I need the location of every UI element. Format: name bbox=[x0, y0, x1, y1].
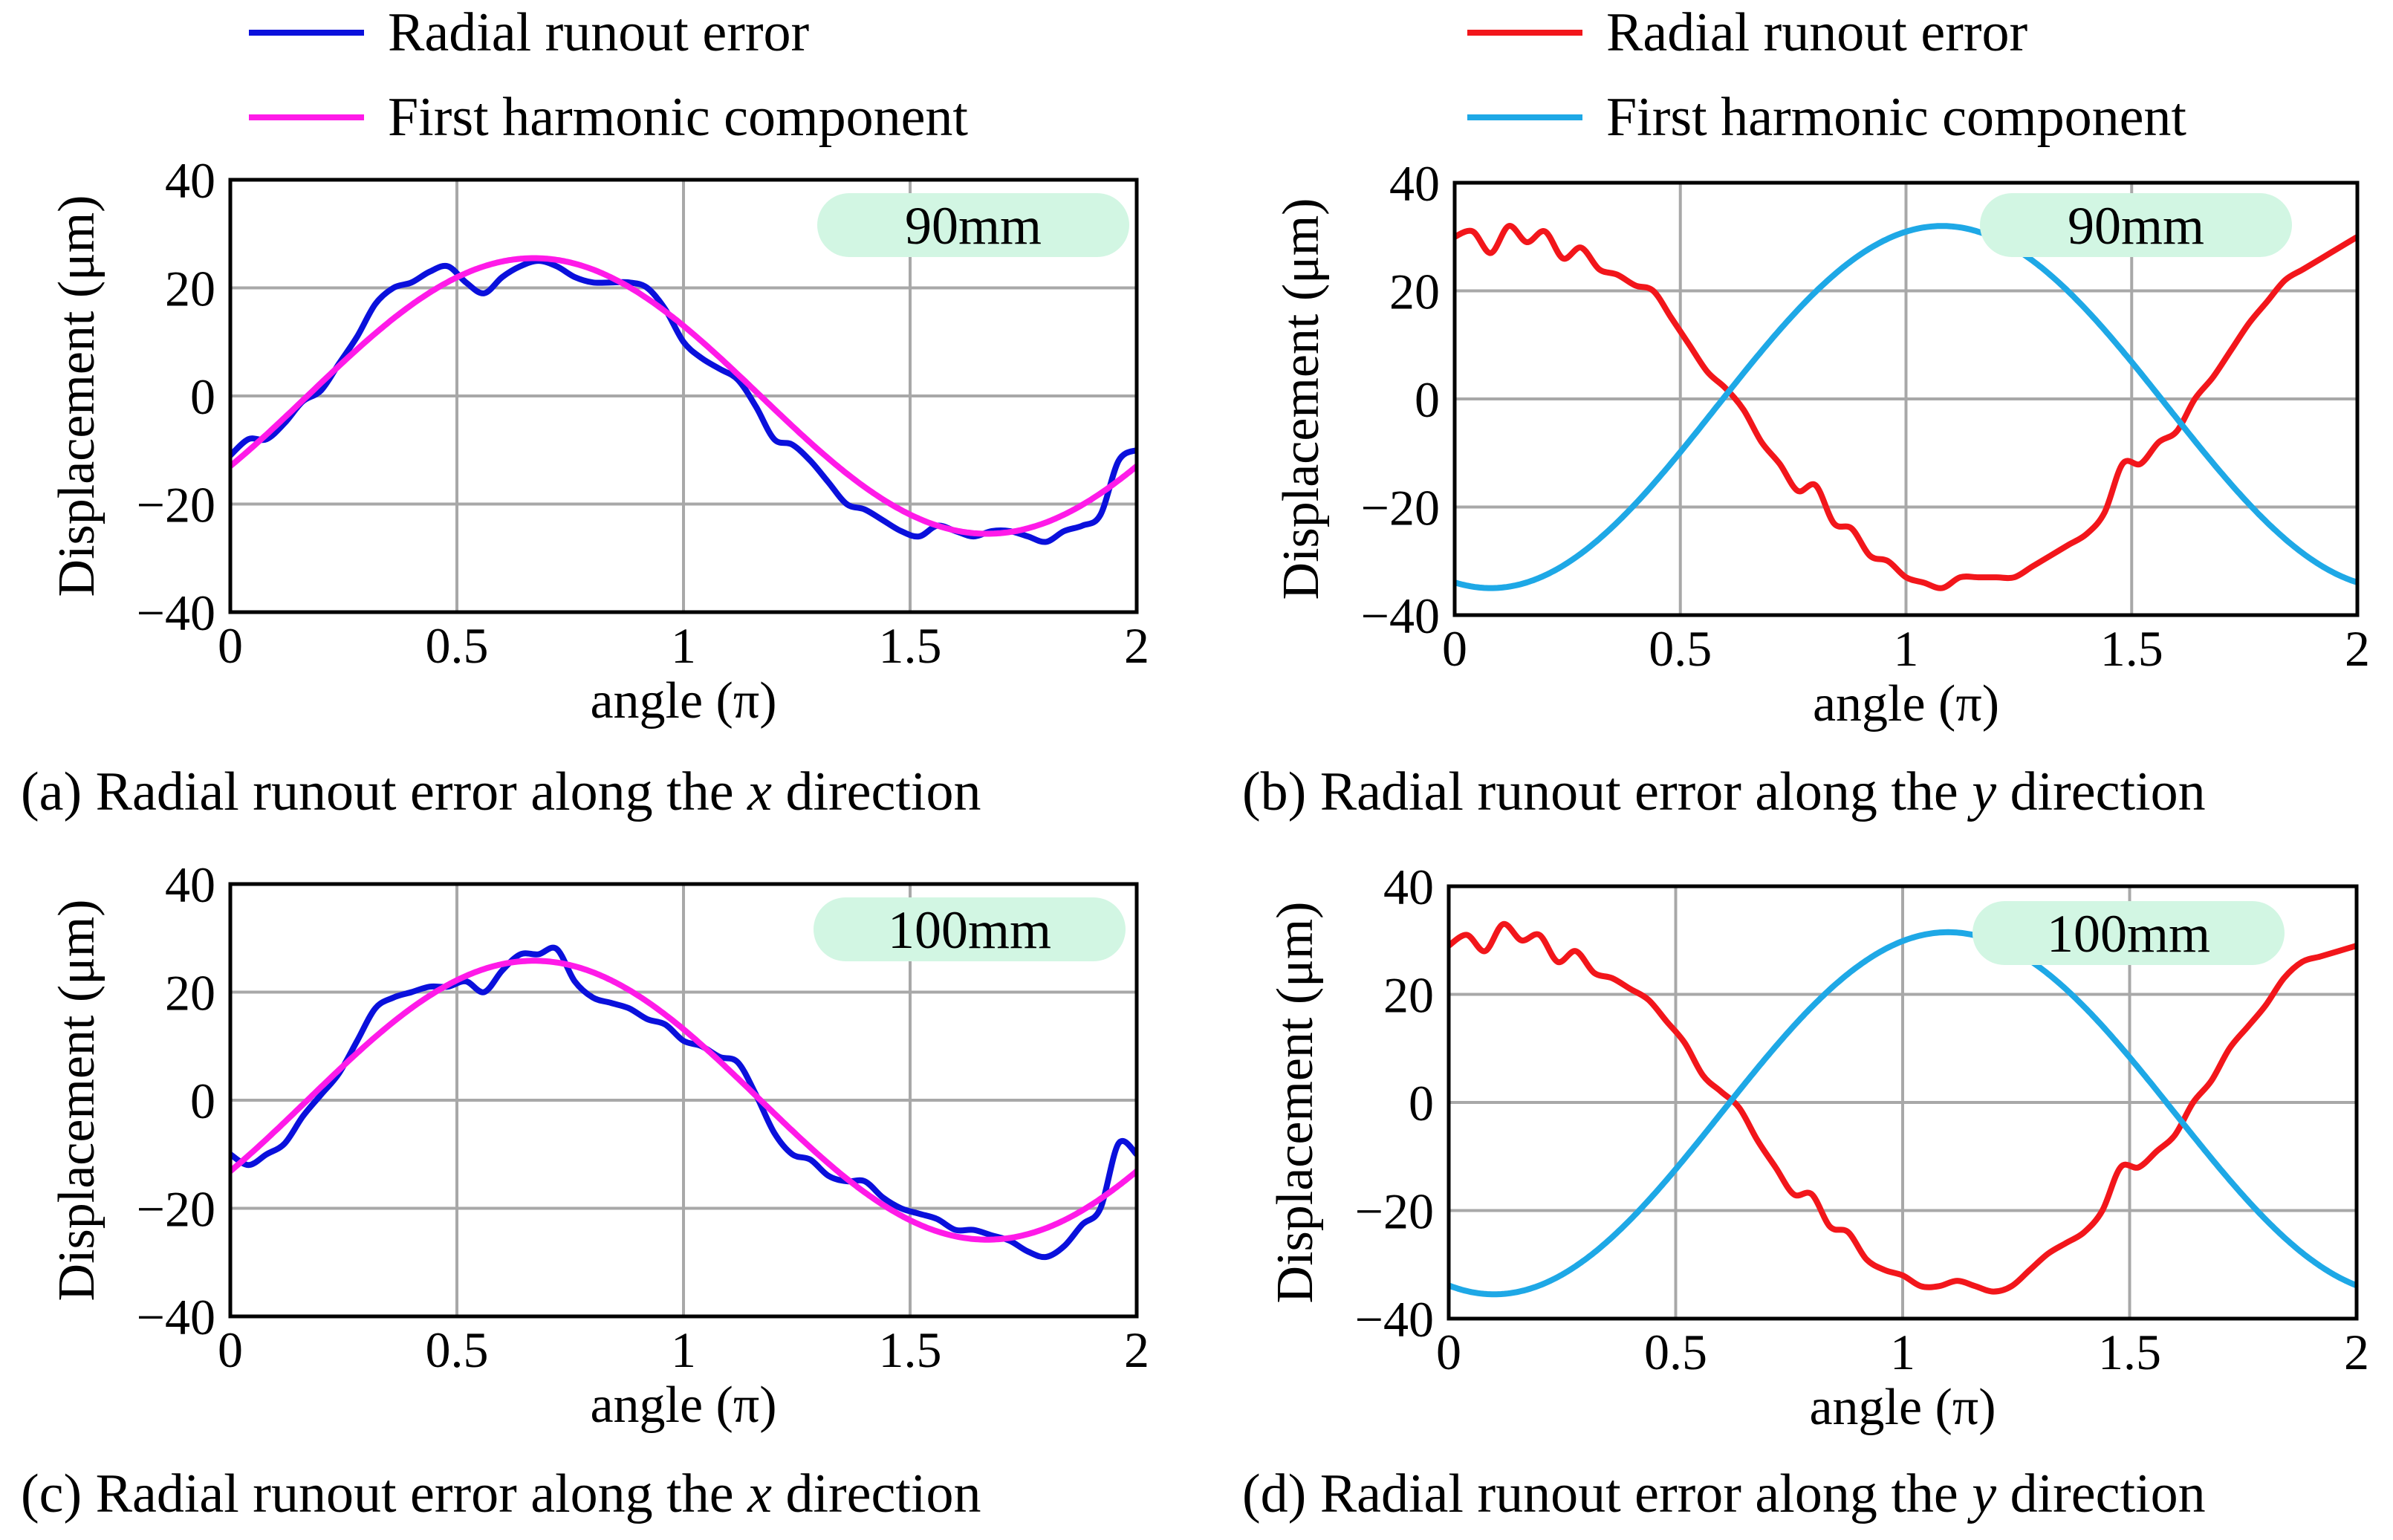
y-tick-label: 0 bbox=[1415, 371, 1440, 428]
y-tick-label: −40 bbox=[1361, 588, 1440, 644]
x-axis-label: angle (π) bbox=[1813, 675, 1999, 732]
size-badge bbox=[1980, 193, 2292, 257]
caption-variable: x bbox=[747, 1463, 772, 1524]
x-tick-label: 0 bbox=[1436, 1324, 1461, 1380]
axes-frame bbox=[228, 178, 1139, 614]
legend-label-y-harmonic: First harmonic component bbox=[1606, 87, 2186, 148]
y-tick-label: 20 bbox=[1389, 264, 1440, 320]
x-tick-label: 1.5 bbox=[879, 617, 942, 674]
x-tick-label: 0 bbox=[218, 1322, 243, 1378]
y-tick-label: 20 bbox=[1383, 967, 1434, 1024]
axes-frame bbox=[228, 882, 1139, 1319]
series-line-first-harmonic bbox=[228, 255, 1139, 537]
y-tick-label: 0 bbox=[190, 1073, 215, 1129]
x-axis-label: angle (π) bbox=[590, 672, 776, 730]
y-axis-label: Displacement (μm) bbox=[1267, 902, 1324, 1304]
y-axis-label: Displacement (μm) bbox=[48, 900, 105, 1302]
y-tick-label: 20 bbox=[165, 261, 215, 317]
y-tick-label: −40 bbox=[137, 1289, 215, 1345]
legend-label-y-measured: Radial runout error bbox=[1606, 2, 2027, 63]
panel-caption: (d) Radial runout error along the y dire… bbox=[1242, 1463, 2206, 1524]
caption-prefix: (a) Radial runout error along the bbox=[21, 761, 747, 822]
caption-suffix: direction bbox=[772, 761, 981, 822]
x-tick-label: 0.5 bbox=[426, 1322, 489, 1378]
y-tick-label: 0 bbox=[1409, 1075, 1434, 1131]
x-tick-label: 2 bbox=[2345, 620, 2370, 677]
axes-frame bbox=[1446, 884, 2359, 1321]
caption-variable: y bbox=[1967, 761, 1996, 822]
series-line-measured bbox=[1453, 223, 2360, 591]
caption-suffix: direction bbox=[772, 1463, 981, 1524]
y-tick-label: −20 bbox=[1361, 480, 1440, 536]
x-tick-label: 0.5 bbox=[426, 617, 489, 674]
legend-label-x-measured: Radial runout error bbox=[388, 2, 809, 63]
caption-variable: x bbox=[747, 761, 772, 822]
y-tick-label: 40 bbox=[165, 152, 215, 209]
axes-frame bbox=[1452, 181, 2360, 617]
legend-right: Radial runout error First harmonic compo… bbox=[1467, 2, 2186, 148]
y-tick-label: −40 bbox=[1355, 1291, 1434, 1348]
y-tick-label: 0 bbox=[190, 368, 215, 425]
caption-variable: y bbox=[1967, 1463, 1996, 1524]
series-line-measured bbox=[228, 944, 1139, 1261]
y-tick-label: 40 bbox=[165, 857, 215, 913]
size-badge bbox=[817, 193, 1129, 257]
y-tick-label: −20 bbox=[137, 1181, 215, 1238]
panel-caption: (b) Radial runout error along the y dire… bbox=[1242, 761, 2206, 822]
size-badge-label: 90mm bbox=[905, 196, 1042, 256]
x-tick-label: 1.5 bbox=[879, 1322, 942, 1378]
x-tick-label: 0.5 bbox=[1649, 620, 1712, 677]
y-tick-label: −20 bbox=[1355, 1183, 1434, 1240]
legend-label-x-harmonic: First harmonic component bbox=[388, 87, 968, 148]
x-tick-label: 1 bbox=[671, 617, 696, 674]
x-tick-label: 0 bbox=[218, 617, 243, 674]
caption-prefix: (b) Radial runout error along the bbox=[1242, 761, 1972, 822]
x-tick-label: 0.5 bbox=[1644, 1324, 1707, 1380]
x-tick-label: 2 bbox=[2344, 1324, 2369, 1380]
caption-prefix: (d) Radial runout error along the bbox=[1242, 1463, 1972, 1524]
y-tick-label: −20 bbox=[137, 477, 215, 533]
size-badge-label: 90mm bbox=[2068, 196, 2204, 256]
series-line-first-harmonic bbox=[1447, 929, 2358, 1298]
x-tick-label: 1.5 bbox=[2098, 1324, 2161, 1380]
y-tick-label: −40 bbox=[137, 585, 215, 641]
y-tick-label: 40 bbox=[1383, 859, 1434, 915]
caption-prefix: (c) Radial runout error along the bbox=[21, 1463, 747, 1524]
size-badge bbox=[814, 897, 1126, 961]
x-tick-label: 1 bbox=[1894, 620, 1919, 677]
legend-left: Radial runout error First harmonic compo… bbox=[249, 2, 968, 148]
panel-caption: (c) Radial runout error along the x dire… bbox=[21, 1463, 981, 1524]
size-badge bbox=[1972, 901, 2285, 965]
caption-suffix: direction bbox=[1996, 761, 2206, 822]
y-axis-label: Displacement (μm) bbox=[48, 195, 105, 597]
size-badge-label: 100mm bbox=[2047, 904, 2210, 964]
caption-suffix: direction bbox=[1996, 1463, 2206, 1524]
x-tick-label: 2 bbox=[1124, 1322, 1149, 1378]
series-line-first-harmonic bbox=[228, 958, 1139, 1243]
y-tick-label: 20 bbox=[165, 965, 215, 1021]
x-tick-label: 1.5 bbox=[2100, 620, 2163, 677]
x-tick-label: 1 bbox=[671, 1322, 696, 1378]
series-line-measured bbox=[1446, 920, 2358, 1295]
x-tick-label: 1 bbox=[1890, 1324, 1915, 1380]
x-tick-label: 0 bbox=[1442, 620, 1467, 677]
x-tick-label: 2 bbox=[1124, 617, 1149, 674]
y-axis-label: Displacement (μm) bbox=[1273, 198, 1330, 600]
x-axis-label: angle (π) bbox=[1809, 1379, 1996, 1436]
size-badge-label: 100mm bbox=[888, 900, 1051, 960]
panel-caption: (a) Radial runout error along the x dire… bbox=[21, 761, 981, 822]
series-line-first-harmonic bbox=[1453, 223, 2359, 591]
y-tick-label: 40 bbox=[1389, 155, 1440, 212]
x-axis-label: angle (π) bbox=[590, 1377, 776, 1434]
